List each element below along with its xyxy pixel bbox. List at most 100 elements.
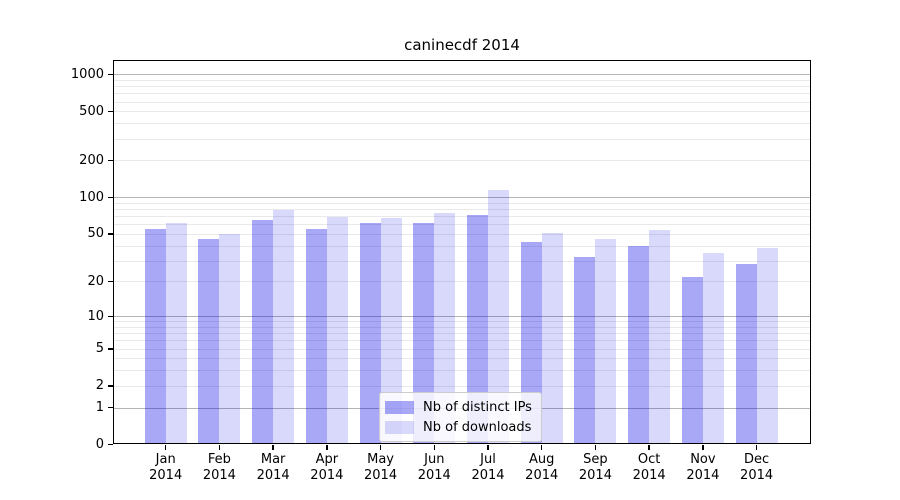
- legend-swatch-downloads: [385, 420, 414, 434]
- gridline-20: [113, 281, 811, 283]
- x-tick-label-nov: Nov 2014: [686, 452, 720, 483]
- bar-downloads-nov: [702, 252, 724, 444]
- y-tick-mark-10: [108, 315, 113, 318]
- x-tick-mark-aug: [541, 445, 543, 450]
- gridline-40: [113, 245, 811, 247]
- y-tick-label-0: 0: [95, 436, 104, 452]
- gridline-500: [113, 111, 811, 113]
- x-tick-mark-apr: [326, 445, 328, 450]
- legend-swatch-distinct-ips: [385, 400, 414, 414]
- y-tick-mark-5: [108, 348, 113, 350]
- gridline-70: [113, 216, 811, 218]
- x-tick-label-aug: Aug 2014: [525, 452, 559, 483]
- bar-distinct-ips-nov: [681, 276, 703, 444]
- x-tick-label-apr: Apr 2014: [310, 452, 344, 483]
- x-tick-label-jul: Jul 2014: [471, 452, 505, 483]
- y-tick-label-200: 200: [79, 152, 104, 168]
- y-tick-mark-100: [108, 196, 113, 199]
- gridline-1000: [113, 74, 811, 76]
- y-tick-label-5: 5: [95, 341, 104, 357]
- x-tick-mark-sep: [594, 445, 597, 450]
- gridline-800: [113, 86, 811, 88]
- y-tick-mark-0: [108, 443, 113, 445]
- y-tick-mark-500: [108, 110, 113, 113]
- x-tick-mark-jan: [165, 445, 167, 450]
- gridline-2: [113, 385, 811, 387]
- gridline-4: [113, 358, 811, 360]
- x-tick-mark-jun: [433, 445, 435, 450]
- x-tick-label-oct: Oct 2014: [632, 452, 666, 483]
- y-tick-label-1: 1: [95, 400, 104, 416]
- bar-distinct-ips-jun: [413, 222, 435, 444]
- plot-area: [113, 60, 811, 444]
- x-tick-mark-feb: [218, 445, 221, 450]
- x-tick-mark-nov: [702, 445, 704, 450]
- gridline-700: [113, 93, 811, 95]
- y-tick-mark-1: [108, 407, 113, 409]
- bar-distinct-ips-apr: [305, 228, 327, 444]
- gridline-400: [113, 123, 811, 125]
- bar-distinct-ips-dec: [735, 264, 757, 444]
- x-tick-mark-dec: [755, 445, 758, 450]
- bar-downloads-oct: [649, 229, 671, 444]
- x-tick-mark-oct: [648, 445, 650, 450]
- bar-downloads-mar: [273, 210, 295, 444]
- gridline-600: [113, 101, 811, 103]
- gridline-80: [113, 209, 811, 211]
- x-tick-label-jan: Jan 2014: [149, 452, 183, 483]
- bar-distinct-ips-sep: [574, 257, 596, 444]
- gridline-7: [113, 333, 811, 335]
- y-tick-mark-1000: [108, 73, 113, 76]
- x-tick-label-feb: Feb 2014: [202, 452, 236, 483]
- gridline-60: [113, 224, 811, 226]
- bar-downloads-jun: [434, 212, 456, 444]
- gridline-6: [113, 340, 811, 342]
- y-tick-label-2: 2: [95, 378, 104, 394]
- gridline-30: [113, 260, 811, 262]
- y-tick-label-20: 20: [87, 273, 104, 289]
- bar-downloads-feb: [219, 233, 241, 444]
- gridline-3: [113, 370, 811, 372]
- gridline-200: [113, 160, 811, 162]
- bar-downloads-jan: [165, 222, 187, 444]
- y-tick-label-100: 100: [79, 189, 104, 205]
- bar-downloads-apr: [326, 216, 348, 444]
- x-tick-label-dec: Dec 2014: [740, 452, 774, 483]
- legend-item-distinct-ips: Nb of distinct IPs: [385, 399, 532, 415]
- gridline-300: [113, 138, 811, 140]
- y-tick-label-10: 10: [87, 308, 104, 324]
- y-tick-label-1000: 1000: [70, 66, 104, 82]
- gridline-8: [113, 326, 811, 328]
- bar-distinct-ips-feb: [198, 239, 220, 444]
- y-tick-mark-20: [108, 280, 113, 283]
- x-tick-label-sep: Sep 2014: [578, 452, 612, 483]
- gridline-90: [113, 202, 811, 204]
- bar-downloads-may: [380, 218, 402, 444]
- bar-downloads-aug: [541, 232, 563, 444]
- x-tick-mark-mar: [272, 445, 274, 450]
- gridline-5: [113, 348, 811, 350]
- gridline-10: [113, 316, 811, 318]
- legend-label-distinct-ips: Nb of distinct IPs: [423, 399, 532, 415]
- gridline-9: [113, 321, 811, 323]
- bar-downloads-dec: [756, 248, 778, 444]
- gridline-100: [113, 197, 811, 199]
- x-tick-label-may: May 2014: [364, 452, 398, 483]
- y-tick-label-50: 50: [87, 226, 104, 242]
- bar-downloads-jul: [488, 190, 509, 444]
- gridline-900: [113, 79, 811, 81]
- x-tick-label-jun: Jun 2014: [417, 452, 451, 483]
- legend-item-downloads: Nb of downloads: [385, 419, 532, 435]
- bar-distinct-ips-mar: [252, 220, 274, 444]
- legend: Nb of distinct IPs Nb of downloads: [379, 392, 542, 442]
- bar-distinct-ips-jan: [144, 228, 166, 444]
- chart-title: caninecdf 2014: [404, 36, 520, 54]
- x-tick-label-mar: Mar 2014: [256, 452, 290, 483]
- legend-label-downloads: Nb of downloads: [423, 419, 532, 435]
- y-tick-mark-2: [108, 385, 113, 387]
- bar-distinct-ips-jul: [467, 215, 488, 444]
- y-tick-mark-200: [108, 159, 113, 162]
- bar-distinct-ips-may: [359, 223, 381, 444]
- y-tick-label-500: 500: [79, 103, 104, 119]
